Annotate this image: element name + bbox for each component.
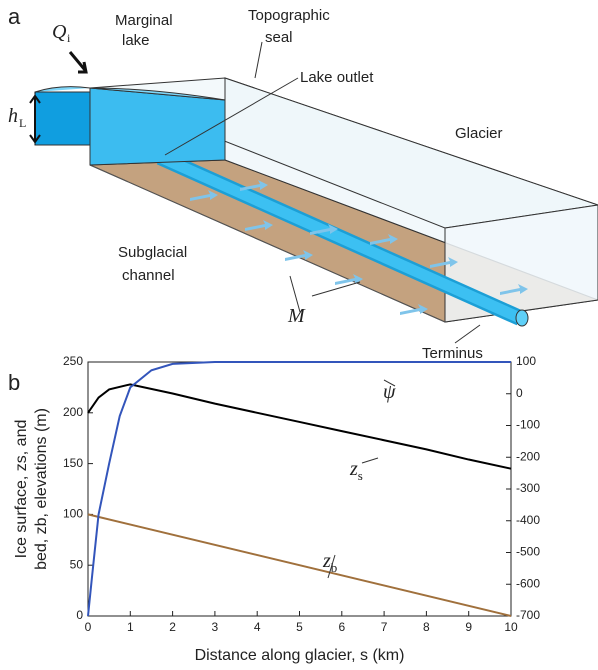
series-line [87, 513, 512, 617]
melt-arrows [190, 180, 528, 315]
label: Glacier [455, 125, 503, 142]
x-tick-label: 0 [85, 620, 92, 634]
y2-tick-label: -100 [516, 418, 540, 432]
h-sub: L [19, 116, 26, 130]
chart: b050100150200250-700-600-500-400-300-200… [8, 354, 540, 664]
y-tick-label: 200 [63, 405, 83, 419]
h-arrow [29, 94, 41, 144]
arrow [190, 190, 218, 201]
leader [454, 324, 481, 344]
leader [289, 275, 361, 313]
y-tick-label: 50 [70, 557, 84, 571]
x-tick-label: 9 [465, 620, 472, 634]
plot-frame [87, 361, 512, 617]
x-tick-label: 3 [212, 620, 219, 634]
y-tick-label: 150 [63, 456, 83, 470]
channel-core [157, 151, 523, 324]
y2-tick-label: 100 [516, 354, 536, 368]
y2-tick-label: -600 [516, 576, 540, 590]
lake-front [34, 91, 91, 146]
x-tick-label: 4 [254, 620, 261, 634]
channel-end [515, 309, 529, 327]
y-axis-label: Ice surface, zs, and [13, 420, 30, 559]
leader [383, 379, 396, 387]
melt-symbol: M [287, 305, 306, 327]
arrow [240, 180, 268, 191]
x-tick-label: 7 [381, 620, 388, 634]
label: Lake outlet [300, 69, 374, 86]
series-line [87, 383, 512, 470]
x-tick-label: 1 [127, 620, 134, 634]
label: channel [122, 267, 175, 284]
arrow [245, 220, 273, 231]
label: Terminus [422, 345, 483, 362]
panel-label: a [8, 4, 21, 29]
series-name-part: z [322, 550, 331, 572]
lake-side [89, 87, 226, 166]
h-symbol: h [8, 105, 18, 127]
label: Marginal [115, 12, 173, 29]
leader [361, 457, 379, 464]
x-tick-label: 6 [338, 620, 345, 634]
series-name: ψ [383, 381, 396, 403]
y2-tick-label: -300 [516, 481, 540, 495]
arrow [370, 234, 398, 245]
arrow [500, 284, 528, 295]
y-tick-label: 100 [63, 507, 83, 521]
series-name: zb [322, 550, 337, 575]
series-name: zs [349, 458, 363, 483]
series-name-sub: s [358, 468, 363, 483]
label: Topographic [248, 7, 330, 24]
x-tick-label: 5 [296, 620, 303, 634]
leader [254, 41, 263, 79]
leader [164, 77, 299, 156]
arrow [310, 224, 338, 235]
series-name-part: z [349, 458, 358, 480]
q-arrow [68, 51, 88, 74]
y2-tick-label: -400 [516, 513, 540, 527]
lake-top [34, 86, 226, 101]
arrow [285, 250, 313, 261]
label: Subglacial [118, 244, 187, 261]
y-tick-label: 0 [76, 608, 83, 622]
x-tick-label: 10 [504, 620, 518, 634]
y2-tick-label: -500 [516, 545, 540, 559]
diagram: a Marginal lake Topographic seal Lake ou… [8, 4, 598, 362]
arrow [335, 274, 363, 285]
arrow [400, 304, 428, 315]
panel-label: b [8, 370, 20, 395]
series-line [87, 361, 511, 617]
leader [327, 554, 336, 579]
x-tick-label: 2 [169, 620, 176, 634]
q-sub: i [67, 31, 71, 45]
y-tick-label: 250 [63, 354, 83, 368]
x-tick-label: 8 [423, 620, 430, 634]
x-axis-label: Distance along glacier, s (km) [195, 647, 405, 664]
q-symbol: Q [52, 21, 67, 43]
arrow [430, 257, 458, 268]
y2-tick-label: 0 [516, 386, 523, 400]
label: lake [122, 32, 150, 49]
y2-tick-label: -200 [516, 449, 540, 463]
label: seal [265, 29, 293, 46]
edge [89, 164, 446, 323]
y-axis-label: bed, zb, elevations (m) [33, 408, 50, 570]
series-name-sub: b [331, 560, 338, 575]
y2-tick-label: -700 [516, 608, 540, 622]
